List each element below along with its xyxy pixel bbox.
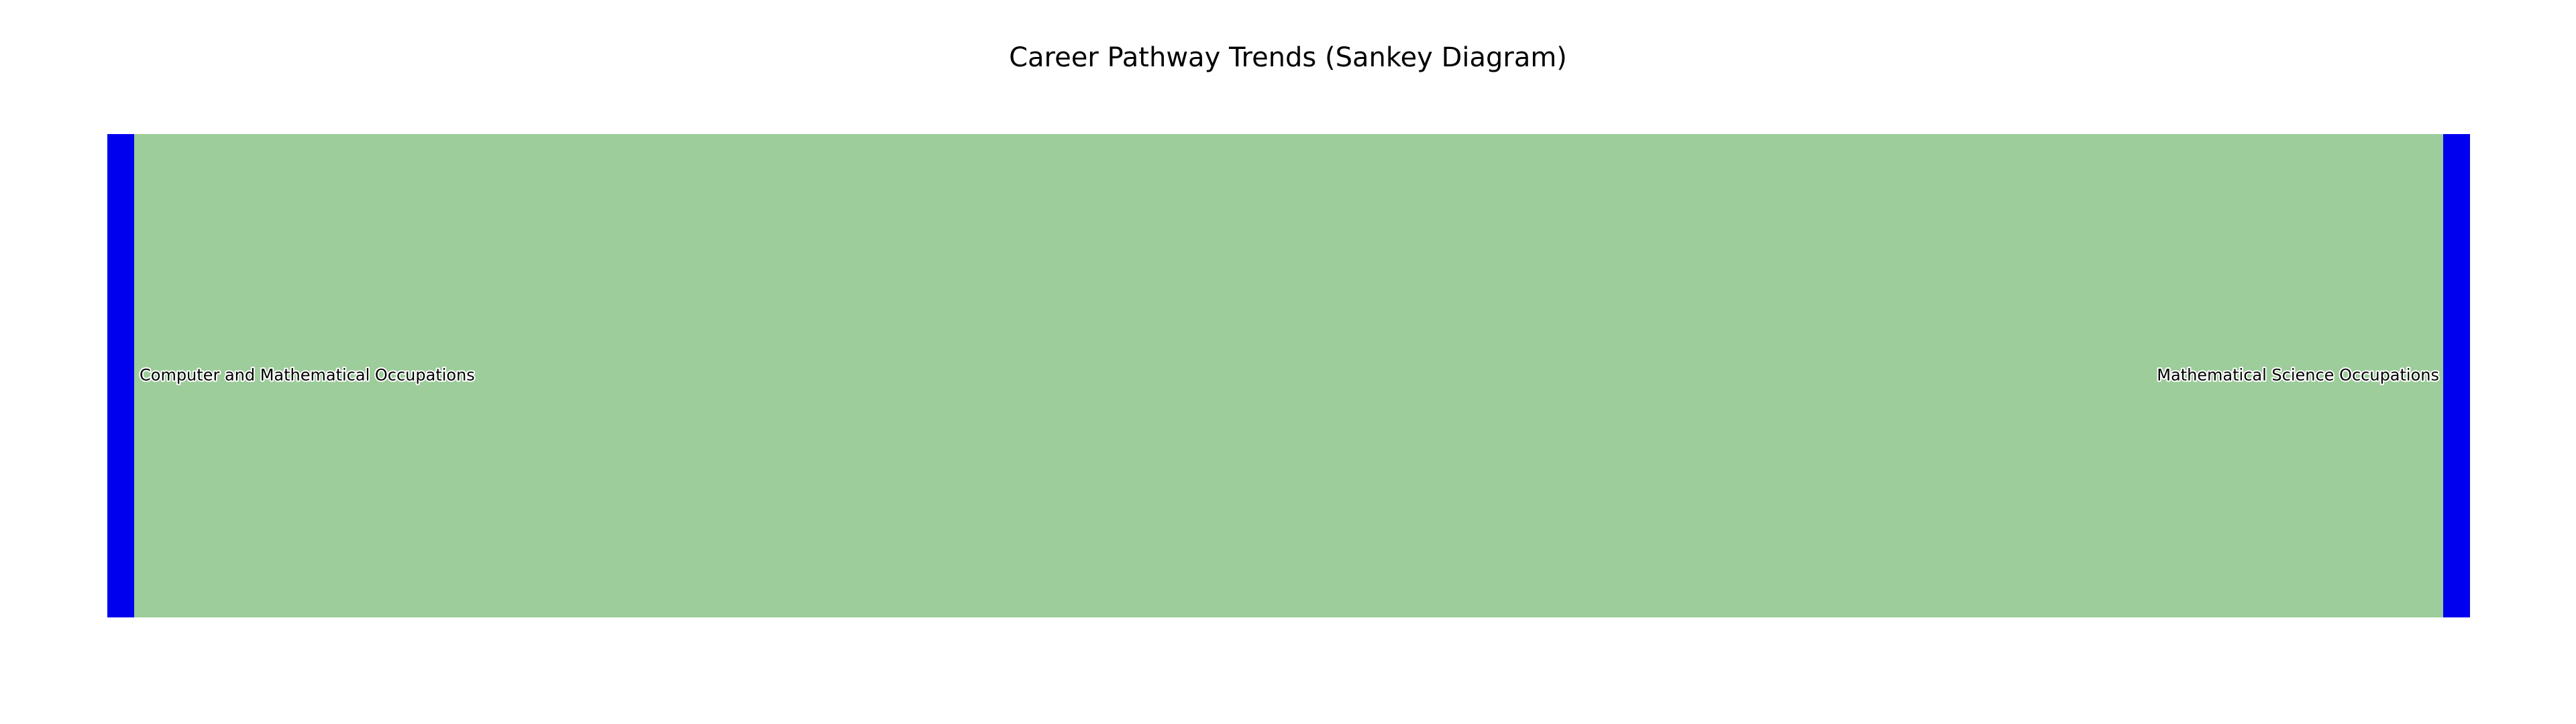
sankey-node-1 — [2443, 134, 2470, 617]
sankey-link-0 — [134, 134, 2443, 617]
sankey-node-label-1: Mathematical Science Occupations — [2157, 366, 2439, 385]
sankey-node-label-0: Computer and Mathematical Occupations — [140, 366, 475, 385]
sankey-node-0 — [107, 134, 134, 617]
chart-title: Career Pathway Trends (Sankey Diagram) — [1009, 42, 1567, 73]
